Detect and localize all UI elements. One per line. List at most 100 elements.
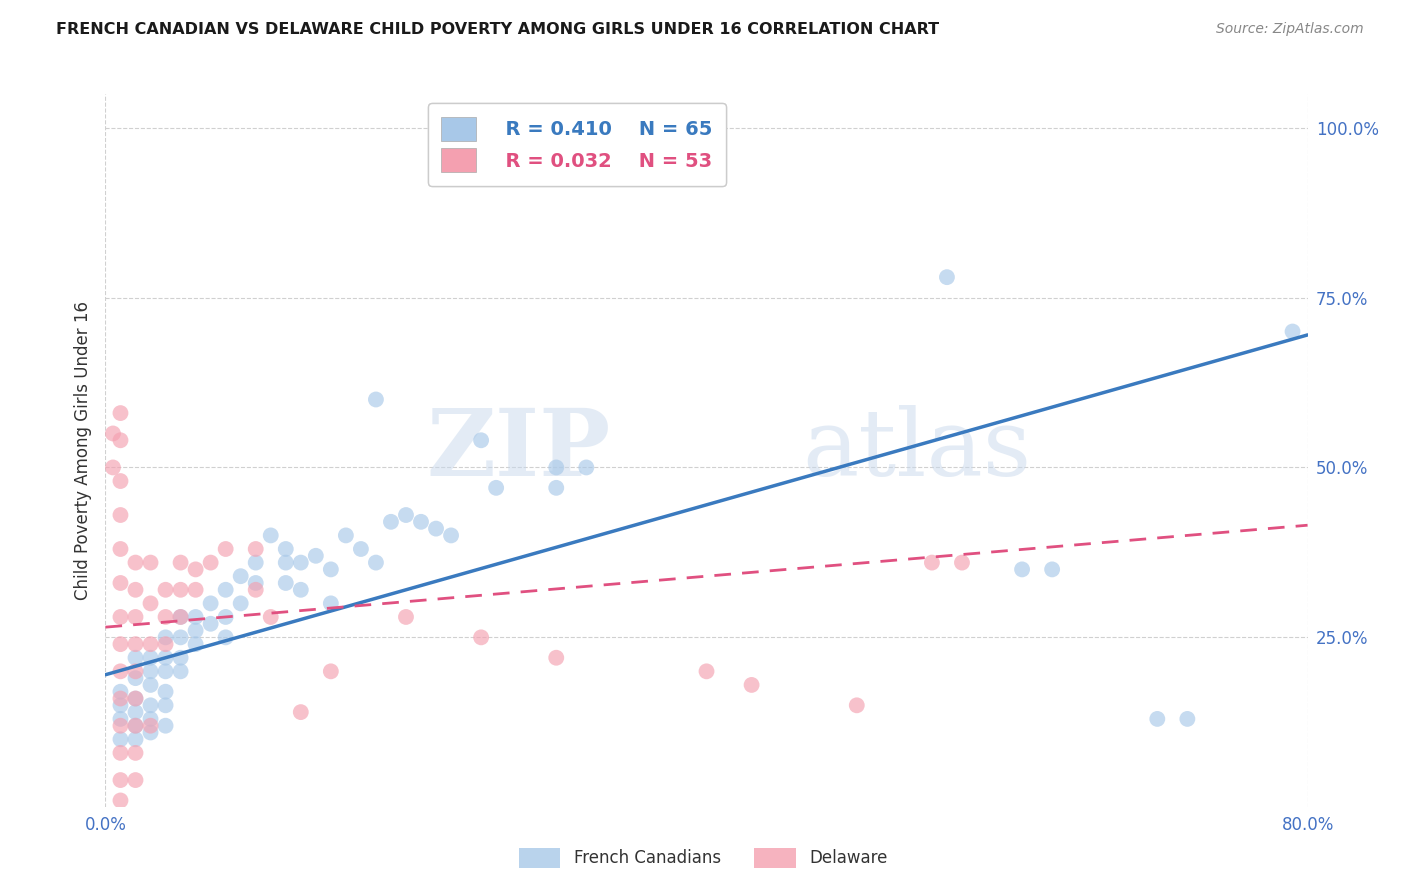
Point	[124, 637, 146, 651]
Point	[110, 712, 132, 726]
Point	[936, 270, 959, 285]
Text: atlas: atlas	[803, 406, 1032, 495]
Point	[1146, 712, 1168, 726]
Point	[139, 556, 162, 570]
Point	[546, 650, 568, 665]
Point	[319, 562, 342, 576]
Point	[124, 746, 146, 760]
Point	[245, 556, 267, 570]
Point	[169, 582, 191, 597]
Point	[1175, 712, 1198, 726]
Point	[319, 596, 342, 610]
Point	[485, 481, 508, 495]
Point	[124, 773, 146, 788]
Point	[124, 610, 146, 624]
Point	[155, 665, 177, 679]
Point	[110, 746, 132, 760]
Point	[124, 691, 146, 706]
Point	[169, 665, 191, 679]
Point	[440, 528, 463, 542]
Point	[950, 556, 973, 570]
Legend:   R = 0.410    N = 65,   R = 0.032    N = 53: R = 0.410 N = 65, R = 0.032 N = 53	[427, 103, 725, 186]
Point	[110, 732, 132, 747]
Point	[274, 556, 297, 570]
Point	[305, 549, 328, 563]
Point	[155, 719, 177, 733]
Point	[214, 582, 236, 597]
Point	[169, 610, 191, 624]
Point	[139, 698, 162, 713]
Point	[110, 474, 132, 488]
Point	[319, 665, 342, 679]
Point	[110, 610, 132, 624]
Point	[290, 556, 312, 570]
Point	[155, 610, 177, 624]
Point	[110, 691, 132, 706]
Point	[101, 426, 124, 441]
Point	[184, 637, 207, 651]
Point	[101, 460, 124, 475]
Point	[214, 541, 236, 556]
Point	[229, 569, 252, 583]
Point	[124, 719, 146, 733]
Point	[1281, 325, 1303, 339]
Point	[124, 732, 146, 747]
Point	[110, 665, 132, 679]
Point	[169, 556, 191, 570]
Point	[245, 576, 267, 591]
Point	[380, 515, 402, 529]
Point	[110, 793, 132, 807]
Point	[921, 556, 943, 570]
Point	[1011, 562, 1033, 576]
Point	[546, 460, 568, 475]
Point	[546, 481, 568, 495]
Point	[139, 665, 162, 679]
Point	[184, 624, 207, 638]
Point	[395, 508, 418, 522]
Point	[260, 528, 283, 542]
Point	[124, 691, 146, 706]
Point	[124, 582, 146, 597]
Point	[124, 719, 146, 733]
Point	[110, 684, 132, 698]
Point	[110, 637, 132, 651]
Point	[470, 631, 492, 645]
Point	[364, 392, 387, 407]
Point	[184, 610, 207, 624]
Point	[845, 698, 868, 713]
Point	[364, 556, 387, 570]
Point	[200, 596, 222, 610]
Point	[184, 562, 207, 576]
Y-axis label: Child Poverty Among Girls Under 16: Child Poverty Among Girls Under 16	[73, 301, 91, 600]
Point	[620, 148, 643, 162]
Point	[169, 631, 191, 645]
Point	[139, 725, 162, 739]
Point	[290, 705, 312, 719]
Point	[110, 541, 132, 556]
Legend: French Canadians, Delaware: French Canadians, Delaware	[512, 841, 894, 875]
Point	[214, 631, 236, 645]
Point	[155, 637, 177, 651]
Point	[591, 148, 613, 162]
Point	[470, 434, 492, 448]
Point	[184, 582, 207, 597]
Point	[1040, 562, 1063, 576]
Point	[124, 705, 146, 719]
Point	[155, 698, 177, 713]
Point	[245, 541, 267, 556]
Point	[200, 616, 222, 631]
Point	[274, 541, 297, 556]
Point	[169, 610, 191, 624]
Point	[110, 719, 132, 733]
Point	[229, 596, 252, 610]
Point	[350, 541, 373, 556]
Point	[155, 582, 177, 597]
Point	[124, 650, 146, 665]
Point	[110, 508, 132, 522]
Point	[124, 556, 146, 570]
Point	[124, 671, 146, 685]
Point	[200, 556, 222, 570]
Point	[139, 596, 162, 610]
Point	[155, 650, 177, 665]
Point	[290, 582, 312, 597]
